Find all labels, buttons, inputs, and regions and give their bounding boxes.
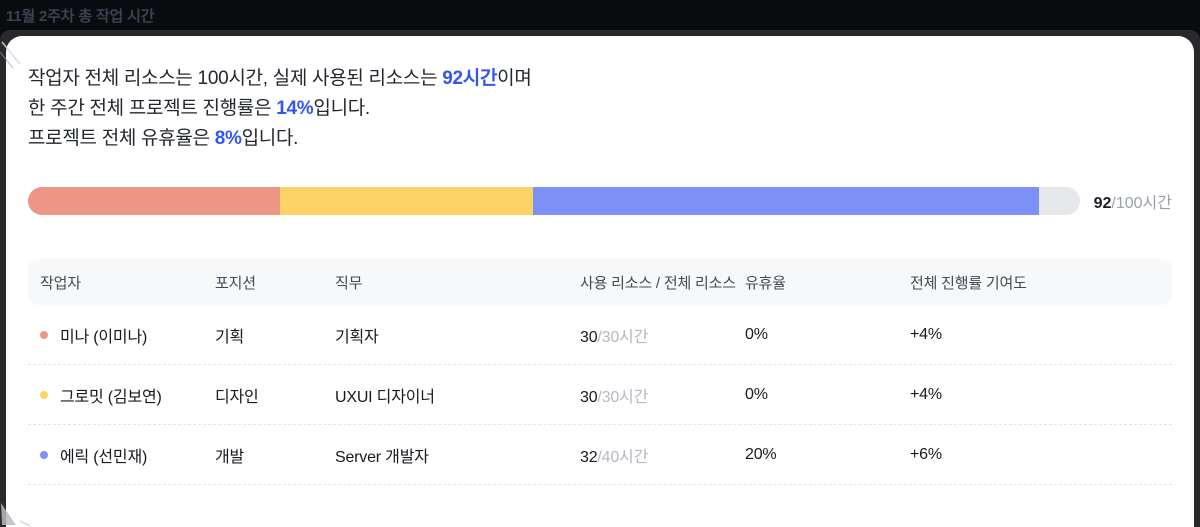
header-job: 직무 bbox=[335, 274, 363, 292]
worker-contribution: +4% bbox=[910, 325, 942, 343]
worker-color-dot bbox=[40, 450, 48, 459]
table-row: 미나 (이미나) 기획 기획자 30/30시간 0% +4% bbox=[28, 305, 1172, 365]
window-titlebar: 11월 2주차 총 작업 시간 bbox=[0, 0, 1200, 30]
bar-segment-mina bbox=[28, 187, 281, 215]
worker-cell: 에릭 (선민재) bbox=[40, 443, 215, 467]
used-resource-highlight: 92시간 bbox=[442, 68, 498, 89]
header-worker: 작업자 bbox=[40, 274, 81, 292]
table-header-row: 작업자 포지션 직무 사용 리소스 / 전체 리소스 유휴율 전체 진행률 기여… bbox=[28, 259, 1172, 305]
window-title: 11월 2주차 총 작업 시간 bbox=[6, 7, 155, 25]
table-row: 그로밋 (김보연) 디자인 UXUI 디자이너 30/30시간 0% +4% bbox=[28, 365, 1172, 425]
worker-cell: 그로밋 (김보연) bbox=[40, 383, 215, 407]
summary-line-3: 프로젝트 전체 유휴율은 8%입니다. bbox=[28, 128, 299, 149]
summary-line-1: 작업자 전체 리소스는 100시간, 실제 사용된 리소스는 92시간이며 bbox=[28, 68, 532, 89]
worker-resources: 30/30시간 bbox=[580, 388, 649, 406]
worker-color-dot bbox=[40, 330, 48, 339]
summary-line-2: 한 주간 전체 프로젝트 진행률은 14%입니다. bbox=[28, 98, 370, 119]
report-card: 작업자 전체 리소스는 100시간, 실제 사용된 리소스는 92시간이며 한 … bbox=[6, 36, 1194, 527]
used-hours: 92 bbox=[1093, 195, 1112, 212]
header-resources: 사용 리소스 / 전체 리소스 bbox=[580, 274, 736, 292]
table-row: 에릭 (선민재) 개발 Server 개발자 32/40시간 20% +6% bbox=[28, 425, 1172, 485]
worker-color-dot bbox=[40, 390, 48, 399]
progress-bar-label: 92/100시간 bbox=[1080, 189, 1172, 213]
worker-name: 에릭 (선민재) bbox=[60, 448, 148, 466]
worker-job: UXUI 디자이너 bbox=[335, 388, 435, 406]
worker-contribution: +4% bbox=[910, 385, 942, 403]
worker-idle-rate: 20% bbox=[745, 445, 777, 463]
progress-percent-highlight: 14% bbox=[276, 98, 314, 119]
worker-position: 기획 bbox=[215, 328, 245, 346]
worker-job: Server 개발자 bbox=[335, 448, 429, 466]
worker-job: 기획자 bbox=[335, 328, 379, 346]
worker-name: 미나 (이미나) bbox=[60, 328, 148, 346]
worker-position: 디자인 bbox=[215, 388, 259, 406]
total-hours: /100시간 bbox=[1111, 195, 1172, 212]
worker-resources: 32/40시간 bbox=[580, 448, 649, 466]
header-contribution: 전체 진행률 기여도 bbox=[910, 274, 1027, 292]
bar-segment-idle bbox=[1038, 187, 1080, 215]
worker-idle-rate: 0% bbox=[745, 325, 768, 343]
bar-segment-eric bbox=[532, 187, 1039, 215]
stacked-progress-bar bbox=[28, 187, 1080, 215]
header-idle-rate: 유휴율 bbox=[745, 274, 786, 292]
worker-name: 그로밋 (김보연) bbox=[60, 388, 162, 406]
worker-cell: 미나 (이미나) bbox=[40, 323, 215, 347]
resource-progress-section: 92/100시간 bbox=[28, 187, 1172, 215]
worker-idle-rate: 0% bbox=[745, 385, 768, 403]
worker-resources: 30/30시간 bbox=[580, 328, 649, 346]
bar-segment-gromit bbox=[280, 187, 533, 215]
summary-text: 작업자 전체 리소스는 100시간, 실제 사용된 리소스는 92시간이며 한 … bbox=[28, 64, 1172, 154]
header-position: 포지션 bbox=[215, 274, 256, 292]
worker-contribution: +6% bbox=[910, 445, 942, 463]
worker-table: 작업자 포지션 직무 사용 리소스 / 전체 리소스 유휴율 전체 진행률 기여… bbox=[28, 259, 1172, 485]
idle-percent-highlight: 8% bbox=[214, 128, 242, 149]
worker-position: 개발 bbox=[215, 448, 245, 466]
